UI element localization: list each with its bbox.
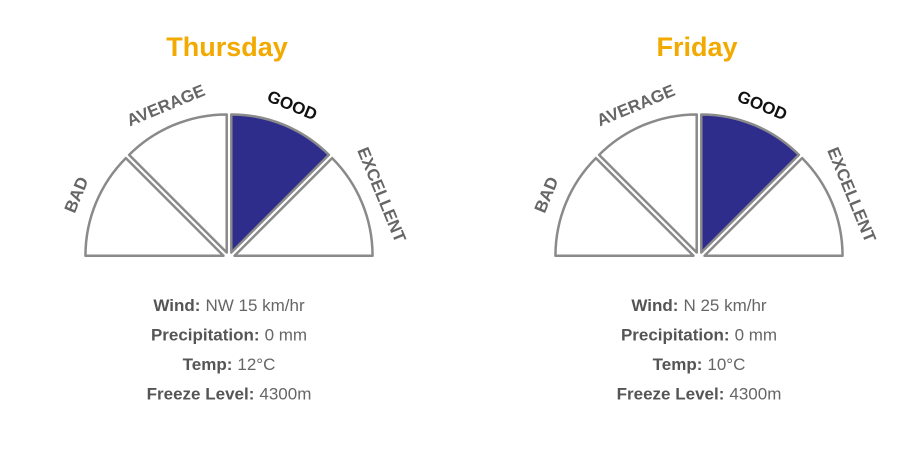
rating-segment [597, 113, 698, 254]
detail-label: Wind: [631, 296, 678, 315]
rating-segment [554, 156, 695, 257]
detail-value: N 25 km/hr [683, 296, 766, 315]
rating-label: BAD [61, 174, 93, 215]
rating-segment [703, 156, 844, 257]
detail-line: Freeze Level: 4300m [147, 385, 312, 404]
detail-label: Freeze Level: [147, 385, 255, 404]
detail-label: Temp: [183, 355, 233, 374]
rating-label: BAD [531, 174, 563, 215]
detail-value: 0 mm [265, 326, 308, 345]
detail-line: Precipitation: 0 mm [151, 326, 307, 345]
detail-value: 10°C [707, 355, 745, 374]
rating-segment [700, 113, 801, 254]
rating-segment [84, 156, 225, 257]
detail-line: Temp: 10°C [653, 355, 746, 374]
detail-label: Precipitation: [621, 326, 730, 345]
detail-value: 0 mm [735, 326, 778, 345]
detail-label: Wind: [153, 296, 200, 315]
detail-line: Temp: 12°C [183, 355, 276, 374]
rating-label: GOOD [265, 87, 320, 124]
detail-label: Freeze Level: [617, 385, 725, 404]
detail-line: Wind: N 25 km/hr [631, 296, 767, 315]
day-title: Friday [656, 32, 737, 62]
detail-value: NW 15 km/hr [205, 296, 305, 315]
rating-segment [230, 113, 331, 254]
detail-line: Freeze Level: 4300m [617, 385, 782, 404]
rating-segment [127, 113, 228, 254]
rating-label: GOOD [735, 87, 790, 124]
detail-value: 4300m [729, 385, 781, 404]
detail-label: Precipitation: [151, 326, 260, 345]
detail-line: Wind: NW 15 km/hr [153, 296, 305, 315]
rating-segment [233, 156, 374, 257]
detail-value: 12°C [237, 355, 275, 374]
detail-line: Precipitation: 0 mm [621, 326, 777, 345]
day-title: Thursday [166, 32, 288, 62]
detail-value: 4300m [259, 385, 311, 404]
detail-label: Temp: [653, 355, 703, 374]
